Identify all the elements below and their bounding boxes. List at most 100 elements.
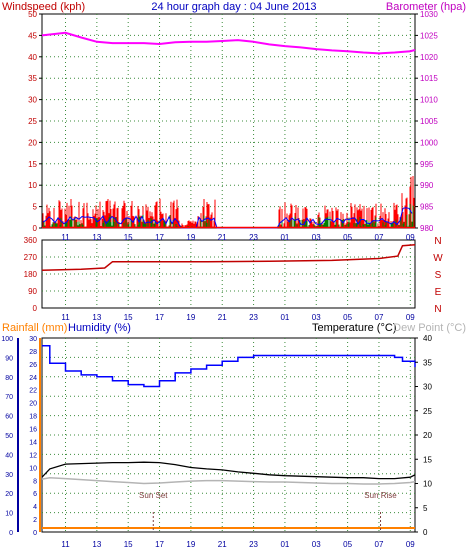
sun-annotation-label: Sun Set <box>139 491 168 500</box>
compass-tick-label: W <box>433 253 443 264</box>
time-tick-label: 01 <box>280 313 289 322</box>
time-tick-label: 15 <box>124 540 133 549</box>
rain-tick-label: 26 <box>29 362 37 369</box>
temperature-tick-label: 40 <box>423 334 432 343</box>
barometer-tick-label: 1030 <box>420 10 438 19</box>
wind-y-tick-label: 45 <box>28 31 37 40</box>
rain-tick-label: 6 <box>33 491 37 498</box>
temperature-tick-label: 30 <box>423 383 432 392</box>
rain-tick-label: 14 <box>29 439 37 446</box>
barometer-line <box>41 31 416 55</box>
wind-y-tick-label: 40 <box>28 53 37 62</box>
time-tick-label: 17 <box>155 540 164 549</box>
compass-tick-label: E <box>435 287 442 298</box>
wind-y-tick-label: 0 <box>33 224 38 233</box>
humidity-tick-label: 70 <box>5 394 13 401</box>
temperature-tick-label: 35 <box>423 358 432 367</box>
sun-annotation-label: Sun Rise <box>364 491 397 500</box>
time-tick-label: 19 <box>186 540 195 549</box>
chart-title: 24 hour graph day : 04 June 2013 <box>151 1 316 13</box>
time-tick-label: 05 <box>343 233 352 242</box>
time-tick-label: 09 <box>406 540 415 549</box>
time-tick-label: 01 <box>280 540 289 549</box>
rain-tick-label: 28 <box>29 349 37 356</box>
humidity-tick-label: 40 <box>5 452 13 459</box>
temperature-label: Temperature (°C) <box>312 322 396 334</box>
wind-direction-line <box>41 243 416 271</box>
time-tick-label: 21 <box>218 540 227 549</box>
rain-tick-label: 0 <box>33 530 37 537</box>
barometer-tick-label: 1000 <box>420 138 438 147</box>
rain-tick-label: 2 <box>33 517 37 524</box>
rain-tick-label: 24 <box>29 375 37 382</box>
rain-tick-label: 4 <box>33 504 37 511</box>
rain-tick-label: 30 <box>29 336 37 343</box>
time-tick-label: 17 <box>155 313 164 322</box>
humidity-tick-label: 10 <box>5 511 13 518</box>
time-tick-label: 11 <box>61 233 70 242</box>
time-tick-label: 17 <box>155 233 164 242</box>
rain-tick-label: 10 <box>29 465 37 472</box>
humidity-tick-label: 50 <box>5 433 13 440</box>
wind-y-tick-label: 20 <box>28 138 37 147</box>
barometer-tick-label: 1015 <box>420 74 438 83</box>
temperature-tick-label: 0 <box>423 528 428 537</box>
wind-y-tick-label: 5 <box>33 203 38 212</box>
direction-tick-label: 180 <box>24 270 38 279</box>
barometer-tick-label: 1020 <box>420 53 438 62</box>
time-tick-label: 03 <box>312 233 321 242</box>
direction-panel-frame <box>41 239 416 309</box>
compass-tick-label: S <box>435 270 442 281</box>
windspeed-label: Windspeed (kph) <box>2 1 85 13</box>
wind-y-tick-label: 35 <box>28 74 37 83</box>
time-tick-label: 09 <box>406 233 415 242</box>
humidity-tick-label: 80 <box>5 375 13 382</box>
lower-panel-frame <box>41 337 416 533</box>
time-tick-label: 23 <box>249 233 258 242</box>
temperature-tick-label: 20 <box>423 431 432 440</box>
wind-y-tick-label: 10 <box>28 181 37 190</box>
barometer-label: Barometer (hpa) <box>386 1 466 13</box>
wind-y-tick-label: 25 <box>28 117 37 126</box>
barometer-tick-label: 990 <box>420 181 434 190</box>
time-tick-label: 23 <box>249 313 258 322</box>
time-tick-label: 21 <box>218 313 227 322</box>
time-tick-label: 15 <box>124 233 133 242</box>
barometer-tick-label: 995 <box>420 160 434 169</box>
rain-tick-label: 12 <box>29 452 37 459</box>
rain-tick-label: 8 <box>33 478 37 485</box>
humidity-line <box>42 345 416 388</box>
wind-panel-frame <box>41 13 416 229</box>
humidity-label: Humidity (%) <box>68 322 131 334</box>
rain-tick-label: 18 <box>29 414 37 421</box>
time-tick-label: 01 <box>280 233 289 242</box>
time-tick-label: 13 <box>92 233 101 242</box>
humidity-tick-label: 0 <box>9 530 13 537</box>
time-tick-label: 11 <box>61 313 70 322</box>
humidity-tick-label: 30 <box>5 472 13 479</box>
direction-tick-label: 0 <box>33 304 38 313</box>
compass-tick-label: N <box>434 236 441 247</box>
direction-tick-label: 270 <box>24 253 38 262</box>
barometer-tick-label: 980 <box>420 224 434 233</box>
time-tick-label: 11 <box>61 540 70 549</box>
barometer-tick-label: 1005 <box>420 117 438 126</box>
wind-y-tick-label: 50 <box>28 10 37 19</box>
temperature-tick-label: 25 <box>423 407 432 416</box>
time-tick-label: 15 <box>124 313 133 322</box>
dewpoint-line <box>41 476 416 485</box>
temperature-tick-label: 15 <box>423 455 432 464</box>
time-tick-label: 21 <box>218 233 227 242</box>
time-tick-label: 05 <box>343 313 352 322</box>
temperature-line <box>41 461 416 480</box>
wind-y-tick-label: 15 <box>28 160 37 169</box>
humidity-tick-label: 20 <box>5 491 13 498</box>
time-tick-label: 13 <box>92 540 101 549</box>
time-tick-label: 19 <box>186 313 195 322</box>
time-tick-label: 07 <box>375 540 384 549</box>
rain-tick-label: 22 <box>29 388 37 395</box>
rainfall-label: Rainfall (mm) <box>2 322 67 334</box>
time-tick-label: 07 <box>375 233 384 242</box>
time-tick-label: 03 <box>312 540 321 549</box>
